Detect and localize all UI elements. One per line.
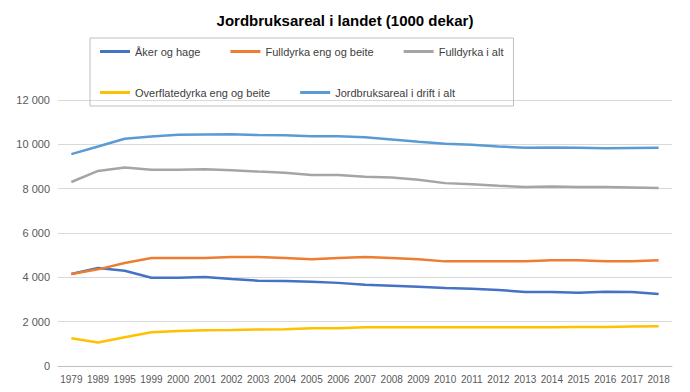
svg-text:Jordbruksareal i landet (1000: Jordbruksareal i landet (1000 dekar) — [217, 12, 474, 29]
svg-text:2009: 2009 — [407, 374, 430, 385]
svg-text:2018: 2018 — [648, 374, 671, 385]
svg-text:2013: 2013 — [514, 374, 537, 385]
svg-text:2017: 2017 — [621, 374, 644, 385]
svg-text:10 000: 10 000 — [16, 138, 50, 150]
svg-text:Overflatedyrka eng og beite: Overflatedyrka eng og beite — [135, 87, 270, 99]
svg-text:6 000: 6 000 — [22, 227, 50, 239]
svg-text:Fulldyrka i alt: Fulldyrka i alt — [439, 46, 504, 58]
svg-text:2012: 2012 — [487, 374, 510, 385]
svg-text:8 000: 8 000 — [22, 183, 50, 195]
svg-text:0: 0 — [44, 360, 50, 372]
svg-text:2014: 2014 — [541, 374, 564, 385]
svg-text:2006: 2006 — [327, 374, 350, 385]
svg-text:2011: 2011 — [461, 374, 483, 385]
svg-text:1989: 1989 — [87, 374, 110, 385]
svg-text:Fulldyrka eng og beite: Fulldyrka eng og beite — [265, 46, 373, 58]
svg-text:Jordbruksareal i drift i alt: Jordbruksareal i drift i alt — [335, 87, 455, 99]
svg-text:2000: 2000 — [167, 374, 190, 385]
svg-text:2 000: 2 000 — [22, 316, 50, 328]
svg-text:2005: 2005 — [300, 374, 323, 385]
svg-text:2003: 2003 — [247, 374, 270, 385]
svg-text:2004: 2004 — [274, 374, 297, 385]
svg-text:12 000: 12 000 — [16, 94, 50, 106]
svg-text:1999: 1999 — [140, 374, 163, 385]
svg-text:1979: 1979 — [60, 374, 83, 385]
svg-text:2010: 2010 — [434, 374, 457, 385]
svg-text:2002: 2002 — [220, 374, 243, 385]
svg-text:1995: 1995 — [114, 374, 137, 385]
svg-text:2016: 2016 — [594, 374, 617, 385]
svg-text:2007: 2007 — [354, 374, 377, 385]
svg-text:2015: 2015 — [567, 374, 590, 385]
svg-text:2001: 2001 — [194, 374, 217, 385]
svg-text:Åker og hage: Åker og hage — [135, 46, 200, 58]
svg-text:2008: 2008 — [381, 374, 404, 385]
svg-text:4 000: 4 000 — [22, 271, 50, 283]
